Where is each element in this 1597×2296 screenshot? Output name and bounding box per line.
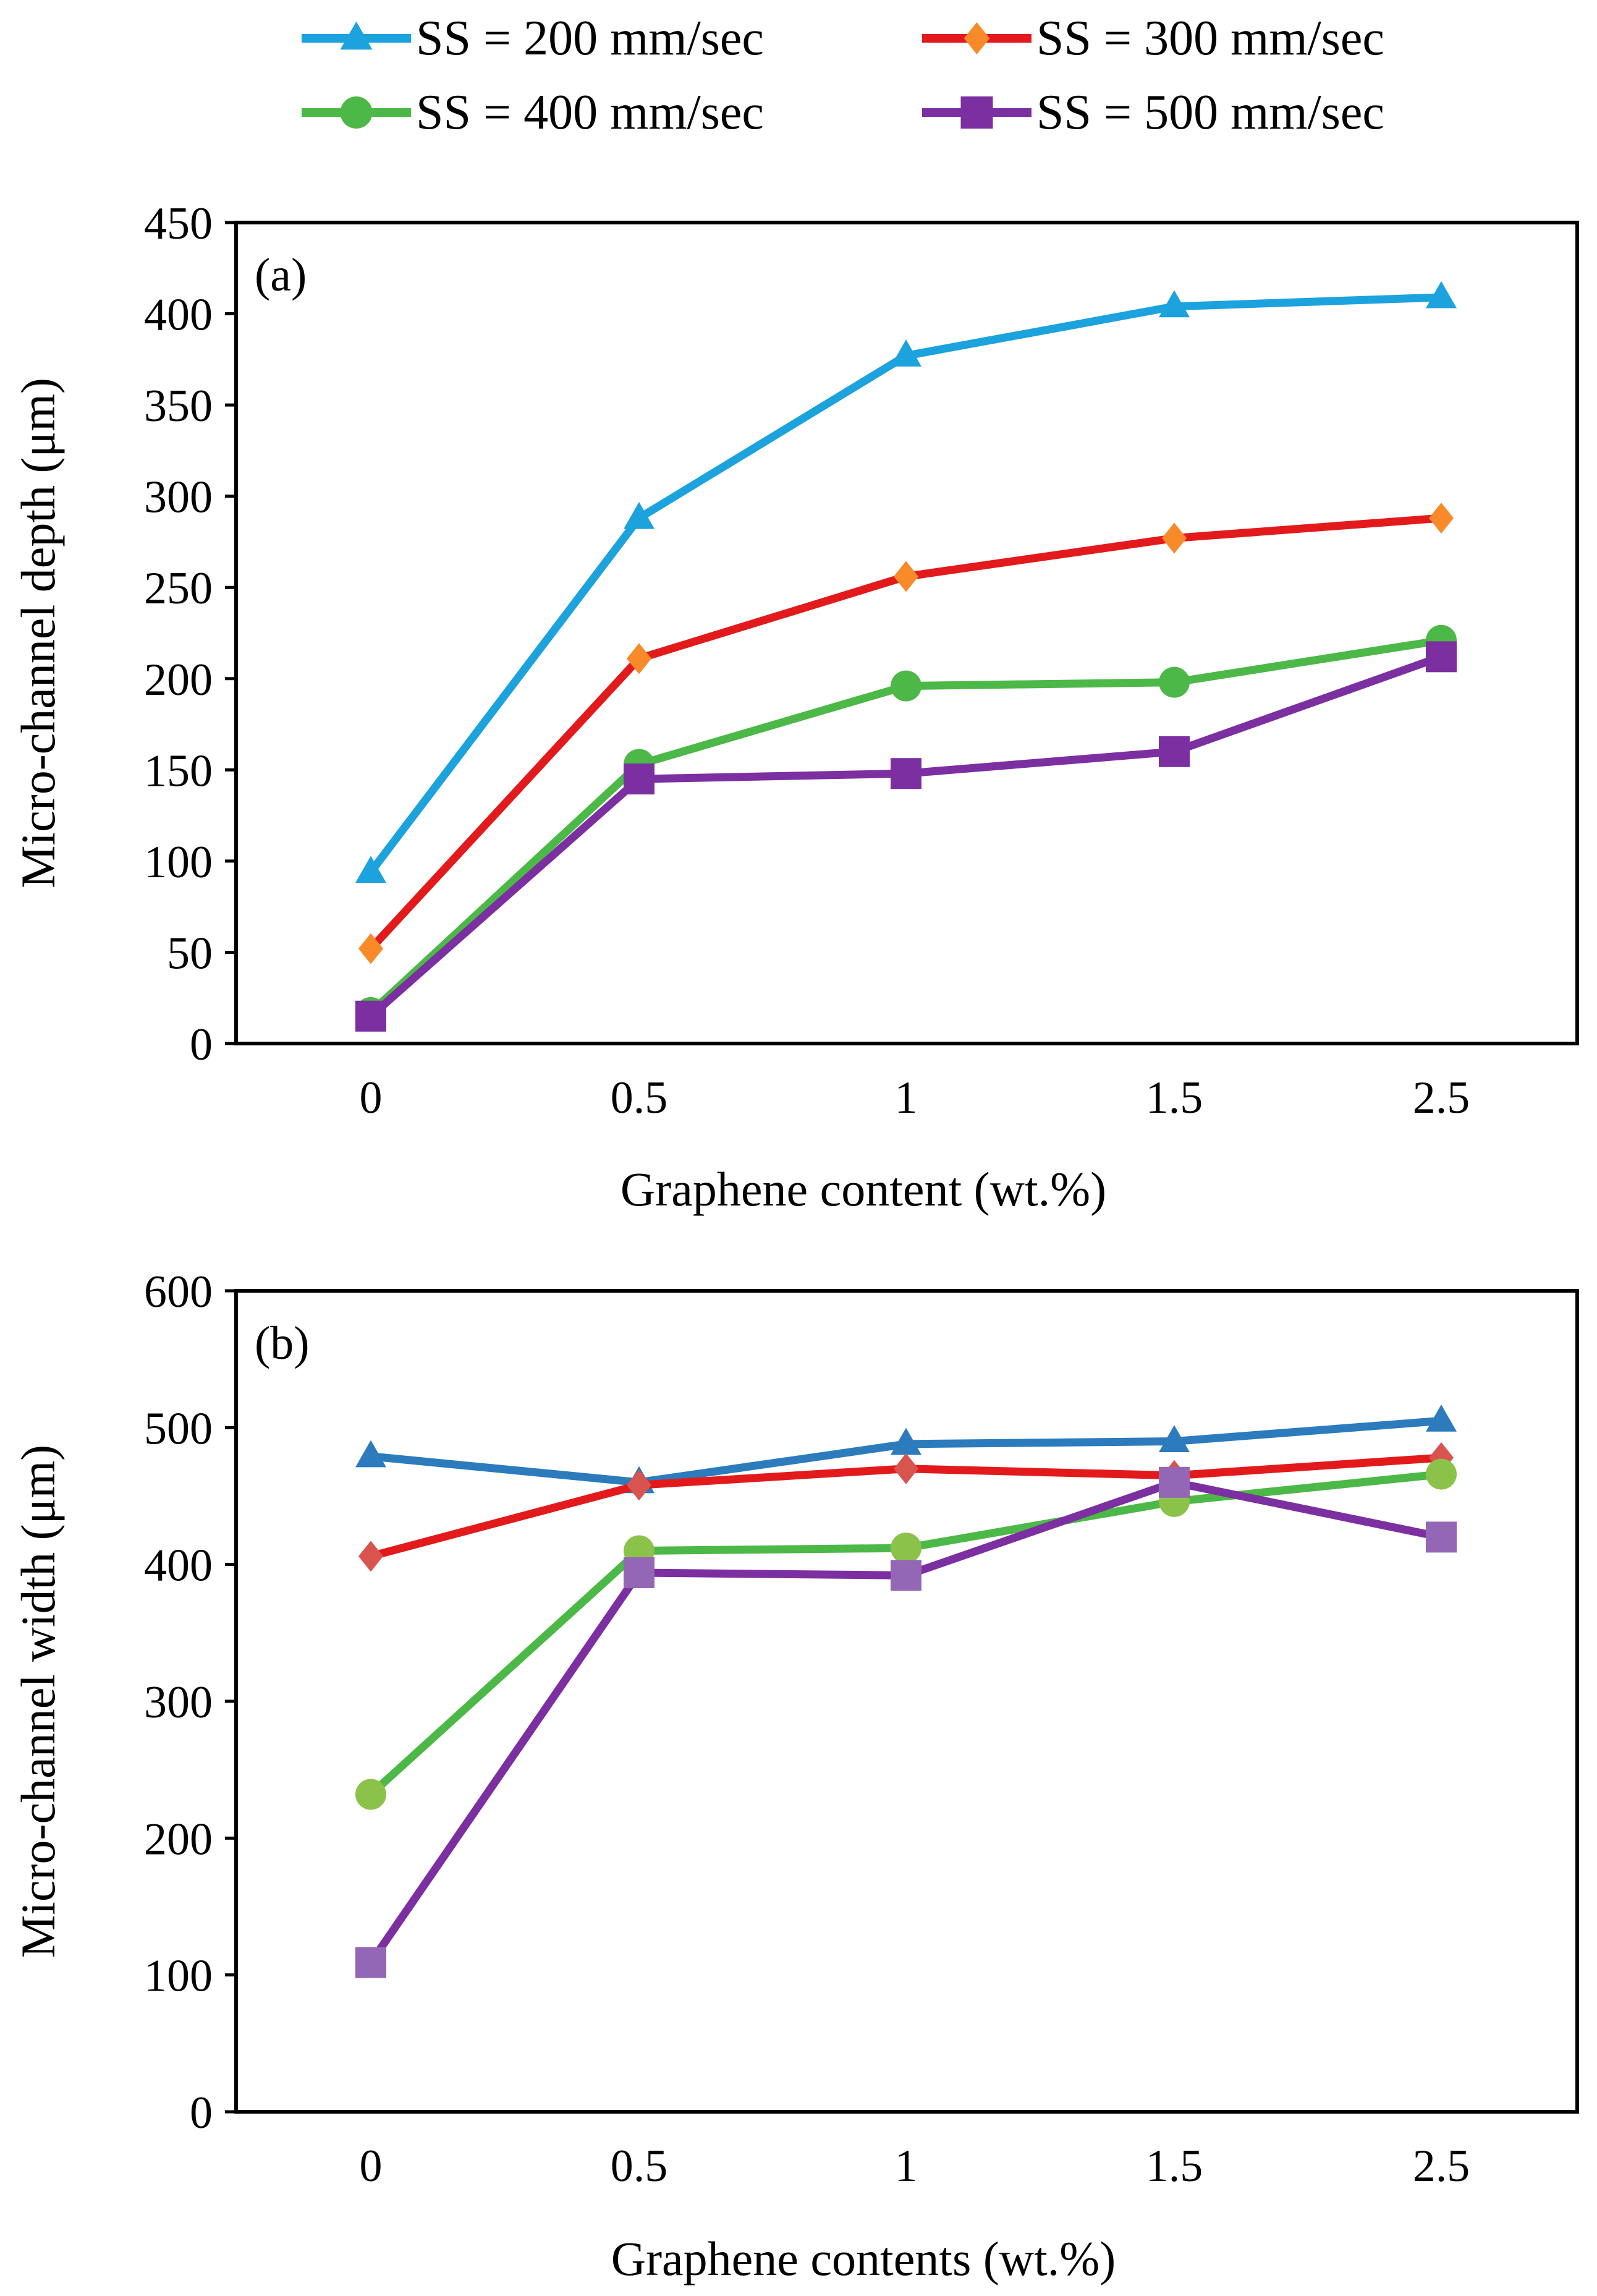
data-point	[1426, 1458, 1457, 1490]
x-axis-title: Graphene content (wt.%)	[621, 1162, 1106, 1216]
y-tick-label: 300	[144, 472, 213, 523]
legend-swatch-marker	[340, 21, 373, 50]
data-point	[1162, 522, 1187, 554]
y-axis-title: Micro-channel width (μm)	[11, 1445, 65, 1958]
series-group	[355, 281, 1457, 883]
y-tick-label: 0	[190, 1019, 213, 1070]
legend-item: SS = 400 mm/sec	[302, 85, 764, 140]
data-point	[1159, 666, 1190, 698]
data-point	[355, 1779, 386, 1810]
data-point	[891, 1560, 921, 1591]
data-point	[1429, 503, 1454, 534]
data-point	[355, 856, 386, 883]
data-point	[894, 561, 918, 592]
legend-label: SS = 400 mm/sec	[416, 85, 764, 140]
y-tick-label: 250	[144, 563, 213, 614]
y-tick-label: 350	[144, 381, 213, 432]
data-point	[1426, 1405, 1457, 1432]
data-point	[355, 1947, 386, 1978]
y-tick-label: 300	[144, 1677, 213, 1728]
x-tick-label: 0	[360, 2141, 383, 2192]
series-group	[355, 1466, 1457, 1978]
legend-label: SS = 300 mm/sec	[1036, 11, 1384, 66]
x-tick-label: 0.5	[611, 2141, 668, 2192]
data-point	[891, 1533, 921, 1564]
y-tick-label: 200	[144, 1814, 213, 1864]
y-tick-label: 450	[144, 198, 213, 249]
legend-item: SS = 300 mm/sec	[922, 11, 1384, 66]
data-point	[1159, 736, 1190, 767]
legend: SS = 200 mm/sec SS = 300 mm/sec SS = 400 m…	[302, 11, 1384, 140]
x-tick-label: 1.5	[1146, 1073, 1203, 1123]
x-tick-label: 0.5	[611, 1073, 668, 1123]
data-point	[627, 643, 651, 674]
plot-area-frame	[234, 221, 1579, 1045]
y-tick-label: 500	[144, 1403, 213, 1454]
series-group	[358, 503, 1454, 964]
y-tick-label: 400	[144, 290, 213, 341]
data-point	[1426, 641, 1457, 673]
data-point	[1426, 281, 1457, 308]
data-point	[358, 1541, 383, 1572]
legend-swatch-marker	[964, 22, 990, 54]
series-group	[355, 641, 1457, 1032]
panel-b-width-chart: 0 100 200 300 400 500 600 0 0.5 1 1.5 2.5 Graphene c…	[11, 1267, 1579, 2285]
data-point	[627, 1469, 651, 1501]
y-tick-label: 400	[144, 1541, 213, 1591]
data-point	[1159, 1425, 1190, 1452]
x-tick-label: 1	[895, 1073, 918, 1123]
x-tick-label: 2.5	[1413, 1073, 1470, 1123]
data-point	[358, 933, 383, 964]
data-point	[891, 758, 921, 789]
x-tick-label: 2.5	[1413, 2141, 1470, 2192]
legend-swatch-marker	[960, 96, 993, 129]
x-tick-label: 1	[895, 2141, 918, 2192]
y-tick-label: 100	[144, 837, 213, 888]
data-point	[894, 1453, 918, 1484]
panel-label: (b)	[255, 1317, 310, 1369]
y-axis-title: Micro-channel depth (μm)	[11, 378, 65, 888]
y-tick-label: 600	[144, 1267, 213, 1317]
y-tick-label: 100	[144, 1951, 213, 2002]
data-point	[355, 1440, 386, 1468]
legend-item: SS = 200 mm/sec	[302, 11, 764, 66]
data-point	[891, 1427, 921, 1455]
data-point	[624, 1557, 654, 1588]
x-tick-label: 0	[360, 1073, 383, 1123]
legend-swatch-marker	[340, 96, 373, 129]
x-axis-title: Graphene contents (wt.%)	[611, 2232, 1116, 2285]
data-point	[891, 670, 921, 702]
panel-a-depth-chart: 0 50 100 150 200 250 300 350 400 450 0 0.5 1 1.5 2.5 Gr…	[11, 198, 1579, 1216]
legend-item: SS = 500 mm/sec	[922, 85, 1384, 140]
y-tick-label: 50	[167, 928, 213, 979]
y-tick-label: 150	[144, 746, 213, 796]
data-point	[624, 501, 654, 529]
data-point	[1159, 290, 1190, 318]
x-tick-label: 1.5	[1146, 2141, 1203, 2192]
data-point	[1159, 1466, 1190, 1498]
y-tick-label: 200	[144, 655, 213, 705]
data-point	[355, 1000, 386, 1032]
data-point	[624, 763, 654, 795]
legend-label: SS = 200 mm/sec	[416, 11, 764, 66]
y-tick-label: 0	[190, 2088, 213, 2138]
legend-label: SS = 500 mm/sec	[1036, 85, 1384, 140]
data-point	[891, 339, 921, 367]
data-point	[1426, 1521, 1457, 1553]
panel-label: (a)	[255, 249, 307, 301]
